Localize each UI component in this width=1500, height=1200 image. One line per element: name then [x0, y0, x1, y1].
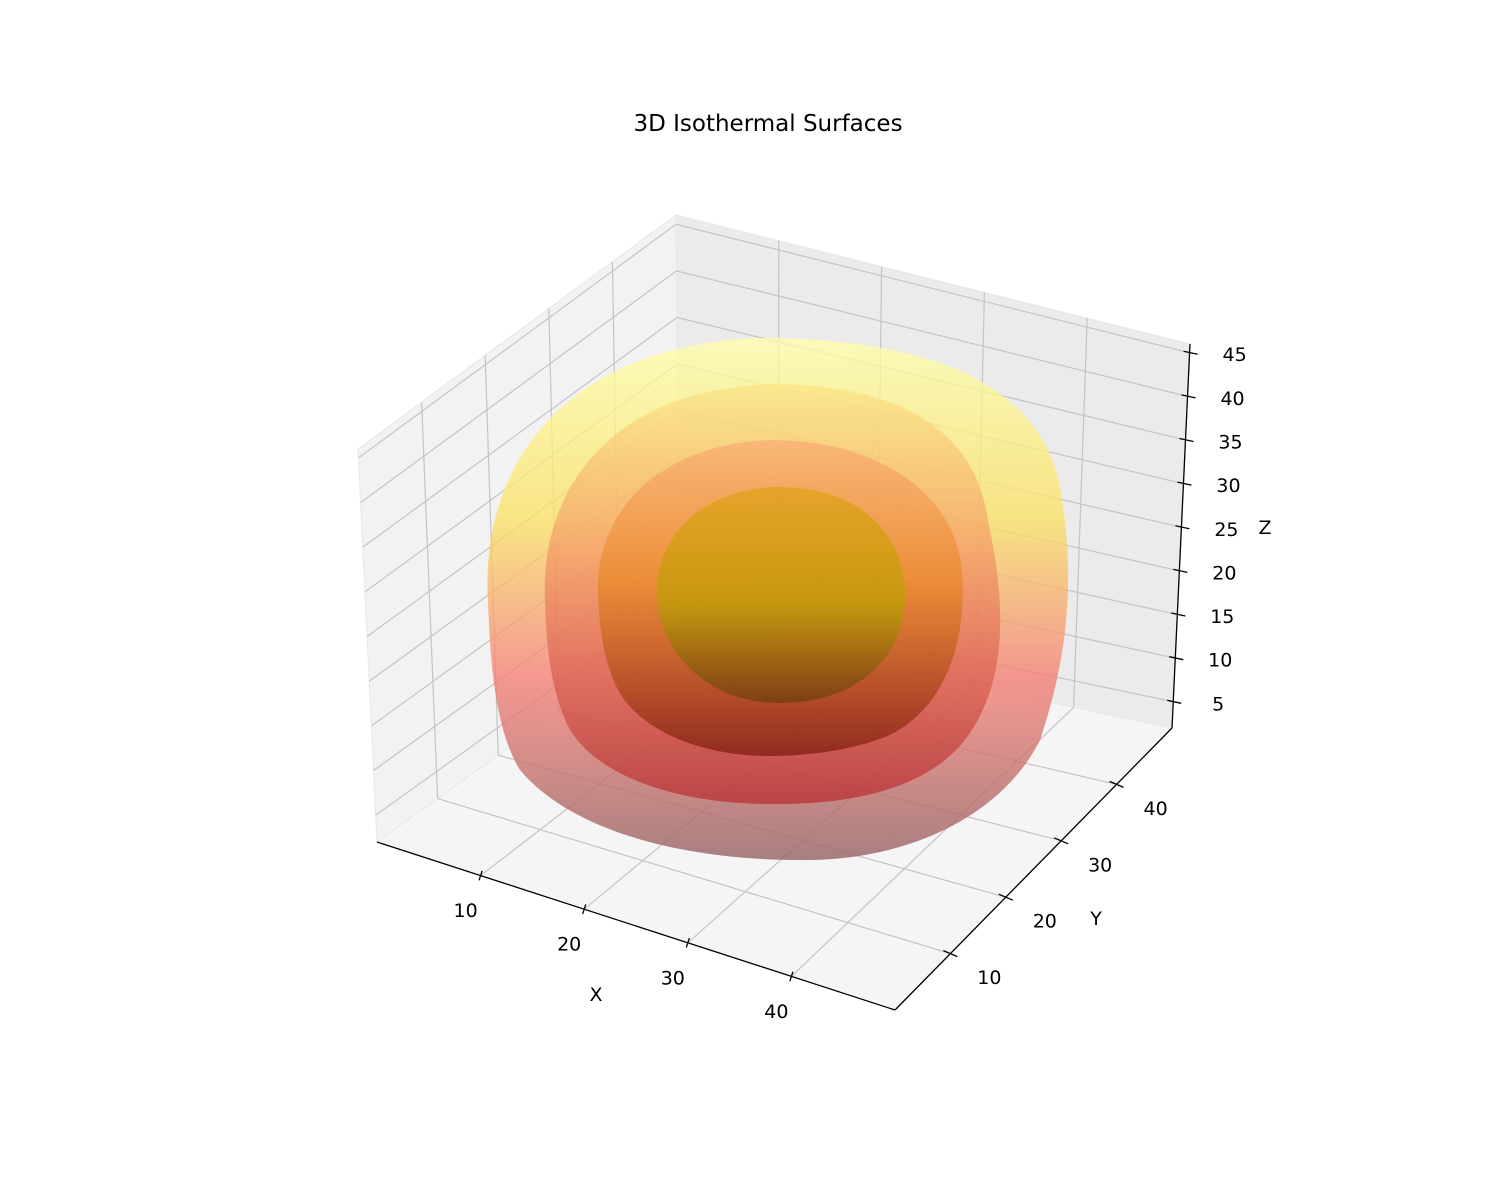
- y-tick-label: 20: [1033, 911, 1057, 933]
- y-tick-label: 10: [977, 967, 1001, 989]
- x-tick: [789, 971, 794, 982]
- y-grid-line: [421, 402, 439, 799]
- y-tick: [998, 893, 1014, 901]
- isothermal-surfaces: [487, 338, 1069, 861]
- y-ticks: 10 20 30 40: [943, 780, 1168, 989]
- z-axis-line: [1171, 343, 1191, 729]
- y-tick: [1109, 780, 1124, 788]
- z-tick: [1179, 437, 1194, 443]
- x-tick-label: 30: [661, 967, 685, 989]
- y-tick: [943, 950, 958, 958]
- z-tick-label: 5: [1212, 693, 1224, 715]
- axis-lines: [376, 343, 1191, 1011]
- z-grid-line: [358, 223, 677, 459]
- z-tick: [1181, 394, 1196, 399]
- z-tick-label: 35: [1218, 432, 1242, 454]
- y-tick-label: 30: [1088, 854, 1112, 876]
- isosurface-core: [657, 487, 905, 703]
- z-axis-label: Z: [1258, 517, 1271, 539]
- z-tick: [1183, 350, 1198, 355]
- x-tick-label: 10: [454, 900, 478, 922]
- z-tick: [1175, 525, 1190, 530]
- z-tick: [1177, 481, 1192, 486]
- z-tick: [1171, 612, 1186, 617]
- z-tick-label: 25: [1214, 519, 1238, 541]
- x-ticks: 10 20 30 40: [454, 870, 794, 1023]
- x-tick: [478, 870, 483, 881]
- z-tick-label: 40: [1220, 388, 1244, 410]
- x-tick: [685, 937, 690, 948]
- x-axis-line: [376, 841, 896, 1011]
- z-grid-line: [676, 270, 1188, 397]
- chart-title: 3D Isothermal Surfaces: [633, 111, 902, 137]
- z-tick-label: 15: [1210, 606, 1234, 628]
- y-grid-line: [437, 798, 951, 955]
- z-tick: [1169, 656, 1184, 661]
- z-tick-label: 45: [1222, 344, 1246, 366]
- y-tick: [1053, 837, 1069, 845]
- z-grid-line: [362, 317, 678, 548]
- x-axis-label: X: [589, 984, 602, 1006]
- z-tick-label: 30: [1216, 475, 1240, 497]
- z-tick: [1167, 699, 1182, 704]
- x-tick-label: 40: [764, 1001, 788, 1023]
- z-grid-line: [360, 270, 677, 504]
- z-tick-label: 10: [1208, 650, 1232, 672]
- x-grid-line: [1073, 318, 1088, 708]
- z-tick: [1173, 568, 1188, 574]
- z-ticks: 5 10 15 20 25 30 35 40 45: [1167, 344, 1247, 715]
- x-tick-label: 20: [557, 934, 581, 956]
- z-grid-line: [675, 223, 1190, 354]
- y-axis-line: [894, 727, 1173, 1011]
- y-tick-label: 40: [1144, 798, 1168, 820]
- z-tick-label: 20: [1212, 562, 1236, 584]
- y-axis-label: Y: [1089, 908, 1102, 930]
- x-tick: [582, 904, 587, 915]
